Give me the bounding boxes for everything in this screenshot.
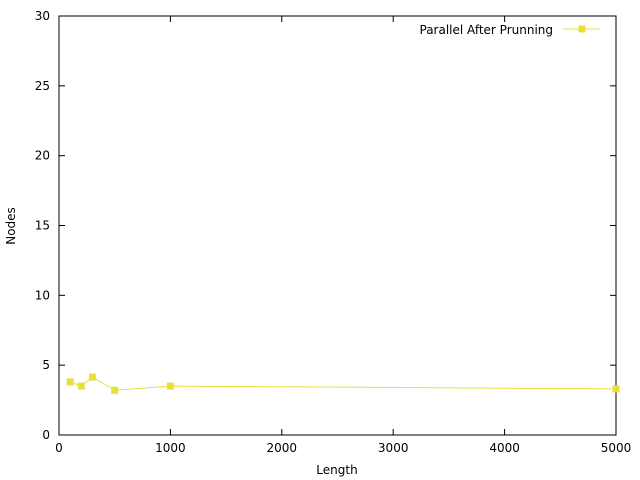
x-tick-label: 3000 <box>378 441 409 455</box>
legend-label: Parallel After Prunning <box>420 23 554 37</box>
x-tick-label: 4000 <box>489 441 520 455</box>
x-tick-label: 5000 <box>601 441 632 455</box>
x-axis-label: Length <box>316 463 357 477</box>
data-point <box>612 385 620 393</box>
y-tick-label: 15 <box>35 219 50 233</box>
y-tick-label: 30 <box>35 9 50 23</box>
x-axis: 0 1000 2000 3000 4000 5000 <box>55 16 631 455</box>
y-tick-label: 10 <box>35 288 50 302</box>
data-point <box>66 378 74 386</box>
series-layer <box>66 373 620 394</box>
y-axis-label: Nodes <box>4 207 18 245</box>
data-point <box>88 373 96 381</box>
x-tick-label: 2000 <box>267 441 298 455</box>
y-axis: 0 5 10 15 20 25 30 <box>35 9 616 442</box>
data-point <box>77 382 85 390</box>
data-point <box>111 386 119 394</box>
y-tick-label: 20 <box>35 149 50 163</box>
legend: Parallel After Prunning <box>420 23 600 37</box>
x-tick-label: 1000 <box>155 441 186 455</box>
y-tick-label: 0 <box>42 428 50 442</box>
x-tick-label: 0 <box>55 441 63 455</box>
plot-area <box>58 15 617 436</box>
series-line <box>69 376 617 391</box>
y-tick-label: 25 <box>35 79 50 93</box>
legend-marker <box>578 25 586 33</box>
data-point <box>166 382 174 390</box>
y-tick-label: 5 <box>42 358 50 372</box>
